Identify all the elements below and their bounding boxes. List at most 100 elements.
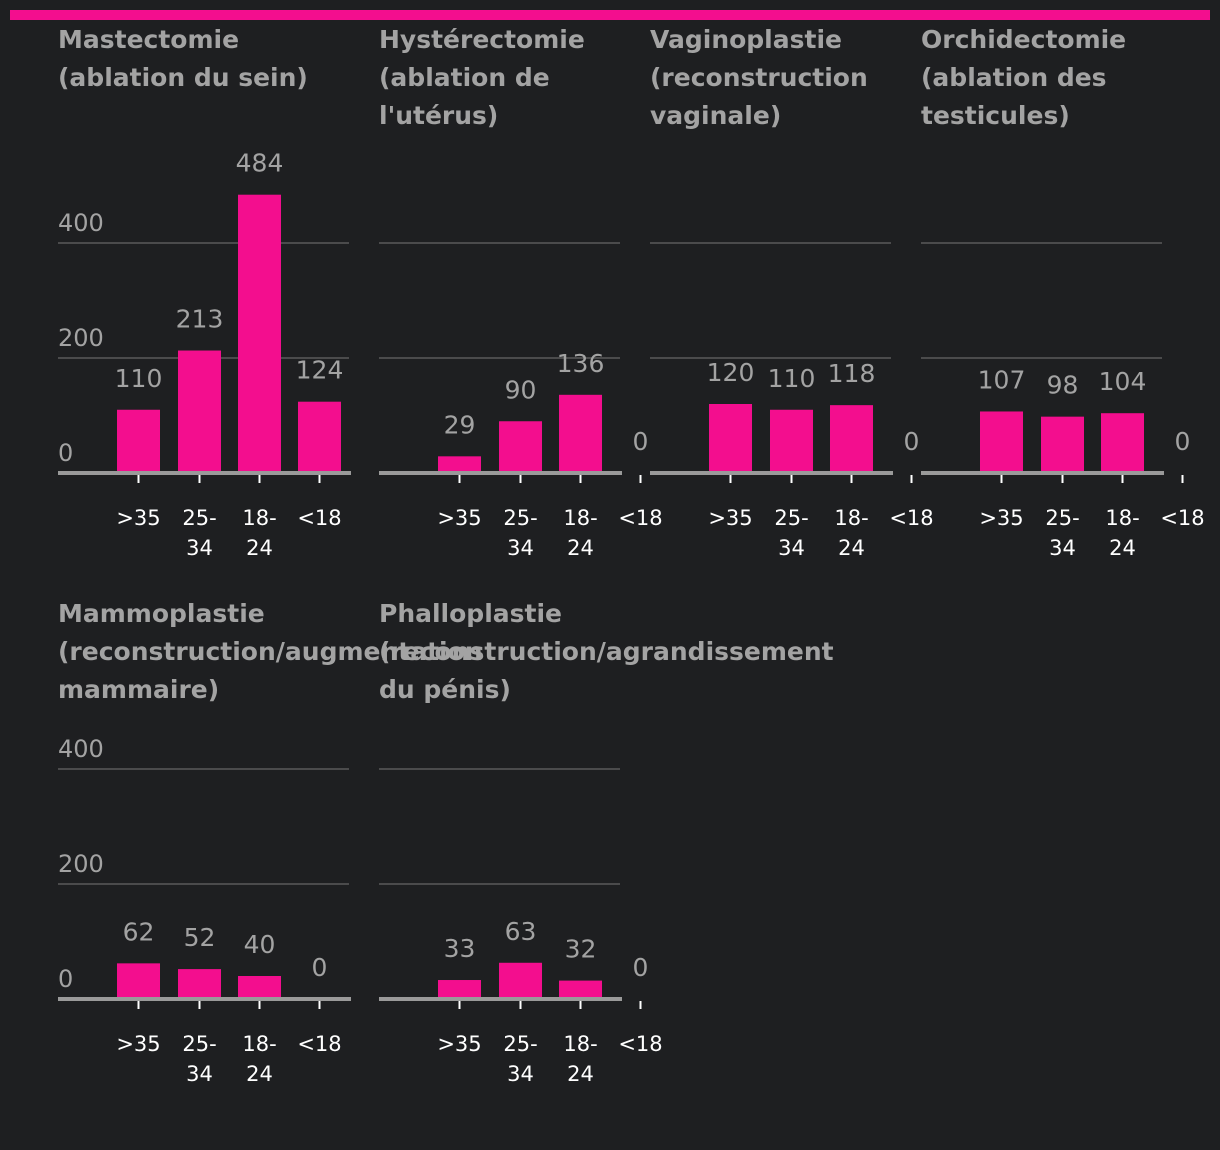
panel-3-title-line-2: (reconstruction [650, 63, 868, 92]
panel-3-bar-1 [709, 404, 752, 473]
panel-1-bar-2 [178, 350, 221, 473]
panel-5-x-label-2-line-2: 34 [186, 1062, 213, 1086]
panel-6-title-line-1: Phalloplastie [379, 599, 562, 628]
panel-5-x-label-1: >35 [116, 1032, 160, 1056]
panel-5-x-label-4: <18 [297, 1032, 341, 1056]
panel-1-ytick-label-400: 400 [58, 209, 104, 237]
panel-4-bar-1 [980, 411, 1023, 473]
panel-3-x-label-1: >35 [708, 506, 752, 530]
accent-bar-rect [10, 10, 1210, 20]
panel-6-value-label-2: 63 [505, 917, 537, 946]
panel-4-value-label-1: 107 [978, 365, 1026, 394]
panel-3-x-label-2-line-1: 25- [774, 506, 808, 530]
panel-5-x-label-3-line-2: 24 [246, 1062, 273, 1086]
panel-5-x-label-3-line-1: 18- [242, 1032, 276, 1056]
panel-6-bar-3 [559, 980, 602, 999]
panel-2-x-label-3-line-2: 24 [567, 536, 594, 560]
panel-1-bar-4 [298, 401, 341, 473]
panel-1-x-label-2-line-1: 25- [182, 506, 216, 530]
panel-2-bar-3 [559, 394, 602, 473]
panel-5-title-line-1: Mammoplastie [58, 599, 265, 628]
panel-5-value-label-3: 40 [244, 930, 276, 959]
panel-3-title-line-1: Vaginoplastie [650, 25, 842, 54]
panel-1-ytick-label-200: 200 [58, 324, 104, 352]
panel-5-value-label-4: 0 [312, 953, 328, 982]
panel-3-value-label-4: 0 [904, 427, 920, 456]
panel-5-bar-3 [238, 976, 281, 999]
panel-3-x-label-4: <18 [889, 506, 933, 530]
panel-2-bar-2 [499, 421, 542, 473]
panel-4-value-label-2: 98 [1047, 371, 1079, 400]
panel-1-x-label-4: <18 [297, 506, 341, 530]
panel-3-value-label-2: 110 [768, 364, 816, 393]
panel-2-bar-1 [438, 456, 481, 473]
panel-4-title-line-2: (ablation des [921, 63, 1107, 92]
panel-4-bar-2 [1041, 416, 1084, 473]
panel-5-x-label-2-line-1: 25- [182, 1032, 216, 1056]
panel-2-x-label-2-line-1: 25- [503, 506, 537, 530]
panel-2-value-label-1: 29 [444, 410, 476, 439]
panel-2-title-line-2: (ablation de [379, 63, 550, 92]
panel-5-value-label-1: 62 [123, 917, 155, 946]
panel-2-value-label-3: 136 [557, 349, 605, 378]
panel-6-title-line-3: du pénis) [379, 675, 511, 704]
panel-3-bar-2 [770, 409, 813, 473]
panel-1-x-label-3-line-1: 18- [242, 506, 276, 530]
panel-3-value-label-1: 120 [707, 358, 755, 387]
panel-3-title-line-3: vaginale) [650, 101, 781, 130]
panel-1-title-line-2: (ablation du sein) [58, 63, 308, 92]
panel-4-x-label-4: <18 [1160, 506, 1204, 530]
panel-5-ytick-label-400: 400 [58, 735, 104, 763]
panel-6-x-label-2-line-1: 25- [503, 1032, 537, 1056]
panel-5-title-line-2: (reconstruction/augmentation [58, 637, 483, 666]
panel-6-value-label-3: 32 [565, 935, 597, 964]
panel-1-x-label-2-line-2: 34 [186, 536, 213, 560]
panel-1-bar-1 [117, 409, 160, 473]
panel-1-x-label-3-line-2: 24 [246, 536, 273, 560]
panel-6-value-label-1: 33 [444, 934, 476, 963]
panel-5-title-line-3: mammaire) [58, 675, 219, 704]
panel-1-title-line-1: Mastectomie [58, 25, 239, 54]
panel-1-value-label-1: 110 [115, 364, 163, 393]
panel-1-value-label-2: 213 [176, 305, 224, 334]
panel-4-value-label-3: 104 [1099, 367, 1147, 396]
panel-5-ytick-label-200: 200 [58, 850, 104, 878]
panel-6-x-label-2-line-2: 34 [507, 1062, 534, 1086]
panel-4-bar-3 [1101, 413, 1144, 473]
panel-4-value-label-4: 0 [1175, 427, 1191, 456]
panel-1-value-label-3: 484 [236, 149, 284, 178]
panel-2-title-line-1: Hystérectomie [379, 25, 585, 54]
panel-6-title-line-2: (reconstruction/agrandissement [379, 637, 834, 666]
panel-5-bar-2 [178, 969, 221, 999]
panel-5-value-label-2: 52 [184, 923, 216, 952]
panel-6-x-label-4: <18 [618, 1032, 662, 1056]
panel-4-x-label-3-line-1: 18- [1105, 506, 1139, 530]
panel-3-x-label-2-line-2: 34 [778, 536, 805, 560]
panel-4-x-label-1: >35 [979, 506, 1023, 530]
panel-4-title-line-3: testicules) [921, 101, 1070, 130]
panel-1-bar-3 [238, 194, 281, 473]
panel-2-value-label-2: 90 [505, 375, 537, 404]
panel-2-title-line-3: l'utérus) [379, 101, 498, 130]
panel-2-value-label-4: 0 [633, 427, 649, 456]
panel-1-value-label-4: 124 [296, 356, 344, 385]
panel-2-x-label-2-line-2: 34 [507, 536, 534, 560]
panel-4-x-label-2-line-2: 34 [1049, 536, 1076, 560]
panel-4-x-label-3-line-2: 24 [1109, 536, 1136, 560]
panel-6-bar-2 [499, 962, 542, 999]
panel-1-x-label-1: >35 [116, 506, 160, 530]
panel-1-ytick-label-0: 0 [58, 439, 73, 467]
panel-3-x-label-3-line-2: 24 [838, 536, 865, 560]
panel-6-x-label-1: >35 [437, 1032, 481, 1056]
panel-2-x-label-1: >35 [437, 506, 481, 530]
panel-5-bar-1 [117, 963, 160, 999]
panel-2-x-label-3-line-1: 18- [563, 506, 597, 530]
panel-4-x-label-2-line-1: 25- [1045, 506, 1079, 530]
panel-2-x-label-4: <18 [618, 506, 662, 530]
panel-3-bar-3 [830, 405, 873, 473]
accent-top-bar [10, 10, 1210, 20]
panel-3-value-label-3: 118 [828, 359, 876, 388]
panel-6-x-label-3-line-2: 24 [567, 1062, 594, 1086]
panel-6-x-label-3-line-1: 18- [563, 1032, 597, 1056]
